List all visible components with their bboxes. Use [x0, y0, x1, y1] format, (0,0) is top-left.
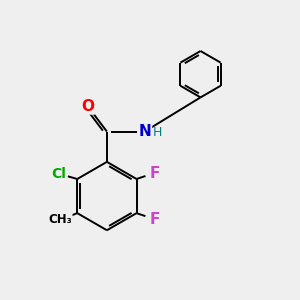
Text: Cl: Cl	[51, 167, 66, 181]
Text: H: H	[152, 126, 162, 139]
Text: F: F	[149, 166, 160, 181]
Text: CH₃: CH₃	[48, 213, 72, 226]
Text: O: O	[81, 98, 94, 113]
Text: F: F	[149, 212, 160, 226]
Text: N: N	[138, 124, 151, 139]
